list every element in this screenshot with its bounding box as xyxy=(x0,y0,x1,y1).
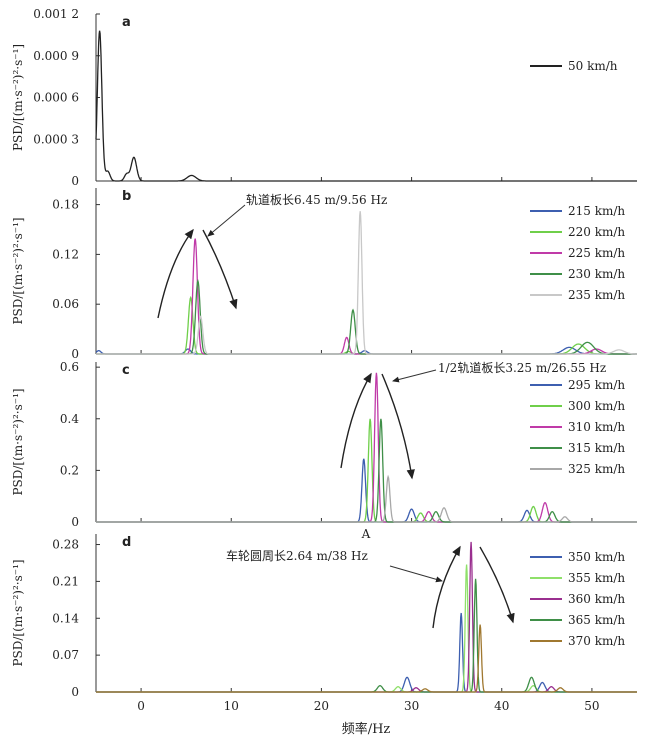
series-line-c-4 xyxy=(96,474,637,523)
panel-a: 0 0.000 3 0.000 6 0.000 9 0.001 2 PSD/[(m·s⁻²… xyxy=(11,7,637,188)
panel-d-ytick-label: 0.14 xyxy=(52,611,79,625)
panel-c-y-label: PSD/[(m·s⁻²)²·s⁻¹] xyxy=(11,388,25,495)
legend-label-b-2: 225 km/h xyxy=(568,246,625,260)
panel-b-ytick-label: 0.06 xyxy=(52,297,79,311)
panel-d-curved-arrow-right xyxy=(479,546,515,624)
series-line-b-1 xyxy=(96,295,637,355)
panel-c-curved-arrow-right xyxy=(381,373,415,480)
series-line-d-4 xyxy=(96,624,637,693)
legend-label-d-0: 350 km/h xyxy=(568,550,625,564)
legend-label-a-0: 50 km/h xyxy=(568,59,618,73)
panel-b-ytick-label: 0 xyxy=(71,347,79,361)
x-tick-label: 40 xyxy=(494,699,509,713)
x-axis-label: 频率/Hz xyxy=(342,721,391,737)
panel-c-marker-A: A xyxy=(361,527,371,541)
panel-letter-d: d xyxy=(122,535,131,550)
legend-label-d-4: 370 km/h xyxy=(568,634,625,648)
panel-c-ytick-label: 0.4 xyxy=(60,412,79,426)
panel-c-annotation: 1/2轨道板长3.25 m/26.55 Hz xyxy=(438,361,606,375)
panel-b-y-label: PSD/[(m·s⁻²)²·s⁻¹] xyxy=(11,217,25,324)
panel-b: 0 0.06 0.12 0.18 PSD/[(m·s⁻²)²·s⁻¹] b 215 km/h… xyxy=(11,188,637,361)
legend-label-b-1: 220 km/h xyxy=(568,225,625,239)
panel-b-ytick-label: 0.12 xyxy=(52,247,79,261)
panel-letter-b: b xyxy=(122,189,131,204)
series-line-d-3 xyxy=(96,578,637,693)
series-line-d-0 xyxy=(96,612,637,693)
panel-d: 0 0.07 0.14 0.21 0.28 0 10 20 30 40 50 PSD/[(m·s⁻²)… xyxy=(11,534,637,713)
series-line-c-1 xyxy=(96,418,637,523)
series-line-a-0 xyxy=(95,30,637,182)
legend-label-b-3: 230 km/h xyxy=(568,267,625,281)
legend-label-d-1: 355 km/h xyxy=(568,571,625,585)
panel-a-ytick-label: 0.000 9 xyxy=(33,49,79,63)
series-line-b-4 xyxy=(96,211,637,355)
panel-d-ytick-label: 0.21 xyxy=(52,574,79,588)
panel-b-curved-arrow-right xyxy=(202,229,238,310)
legend-label-c-2: 310 km/h xyxy=(568,420,625,434)
x-tick-label: 10 xyxy=(224,699,239,713)
panel-a-y-label: PSD/[(m·s⁻²)²·s⁻¹] xyxy=(11,44,25,151)
panel-d-ytick-label: 0.07 xyxy=(52,648,79,662)
legend-label-d-3: 365 km/h xyxy=(568,613,625,627)
series-line-d-2 xyxy=(96,541,637,693)
panel-c-ytick-label: 0.2 xyxy=(60,463,79,477)
x-tick-label: 20 xyxy=(314,699,329,713)
legend-label-d-2: 360 km/h xyxy=(568,592,625,606)
x-tick-label: 50 xyxy=(584,699,599,713)
legend-label-c-0: 295 km/h xyxy=(568,378,625,392)
panel-a-ytick-label: 0.001 2 xyxy=(33,7,79,21)
panel-d-ytick-label: 0 xyxy=(71,685,79,699)
panel-d-curved-arrow-left xyxy=(432,545,461,629)
panel-c-annotation-arrow xyxy=(392,369,437,383)
panel-c-ytick-label: 0.6 xyxy=(60,360,79,374)
legend-label-c-1: 300 km/h xyxy=(568,399,625,413)
panel-c: 0 0.2 0.4 0.6 PSD/[(m·s⁻²)²·s⁻¹] c 295 km/h 300… xyxy=(11,360,637,541)
panel-letter-c: c xyxy=(122,363,130,378)
panel-d-annotation-arrow xyxy=(389,565,443,583)
series-line-b-3 xyxy=(96,278,637,355)
panel-a-ytick-label: 0 xyxy=(71,174,79,188)
panel-c-curved-arrow-left xyxy=(340,372,372,469)
x-tick-label: 30 xyxy=(404,699,419,713)
panel-b-annotation-arrow xyxy=(207,204,246,237)
legend-label-c-4: 325 km/h xyxy=(568,462,625,476)
legend-label-b-0: 215 km/h xyxy=(568,204,625,218)
panel-b-curved-arrow-left xyxy=(157,228,194,319)
panel-c-ytick-label: 0 xyxy=(71,515,79,529)
panel-d-ytick-label: 0.28 xyxy=(52,538,79,552)
panel-d-annotation: 车轮圆周长2.64 m/38 Hz xyxy=(226,548,368,563)
panel-a-ytick-label: 0.000 6 xyxy=(33,91,79,105)
series-line-d-1 xyxy=(96,564,637,693)
legend-label-c-3: 315 km/h xyxy=(568,441,625,455)
panel-b-annotation: 轨道板长6.45 m/9.56 Hz xyxy=(246,193,387,207)
panel-b-ytick-label: 0.18 xyxy=(52,198,79,212)
panel-letter-a: a xyxy=(122,15,131,30)
x-tick-label: 0 xyxy=(137,699,145,713)
panel-d-y-label: PSD/[(m·s⁻²)²·s⁻¹] xyxy=(11,559,25,666)
panel-a-ytick-label: 0.000 3 xyxy=(33,132,79,146)
legend-label-b-4: 235 km/h xyxy=(568,288,625,302)
